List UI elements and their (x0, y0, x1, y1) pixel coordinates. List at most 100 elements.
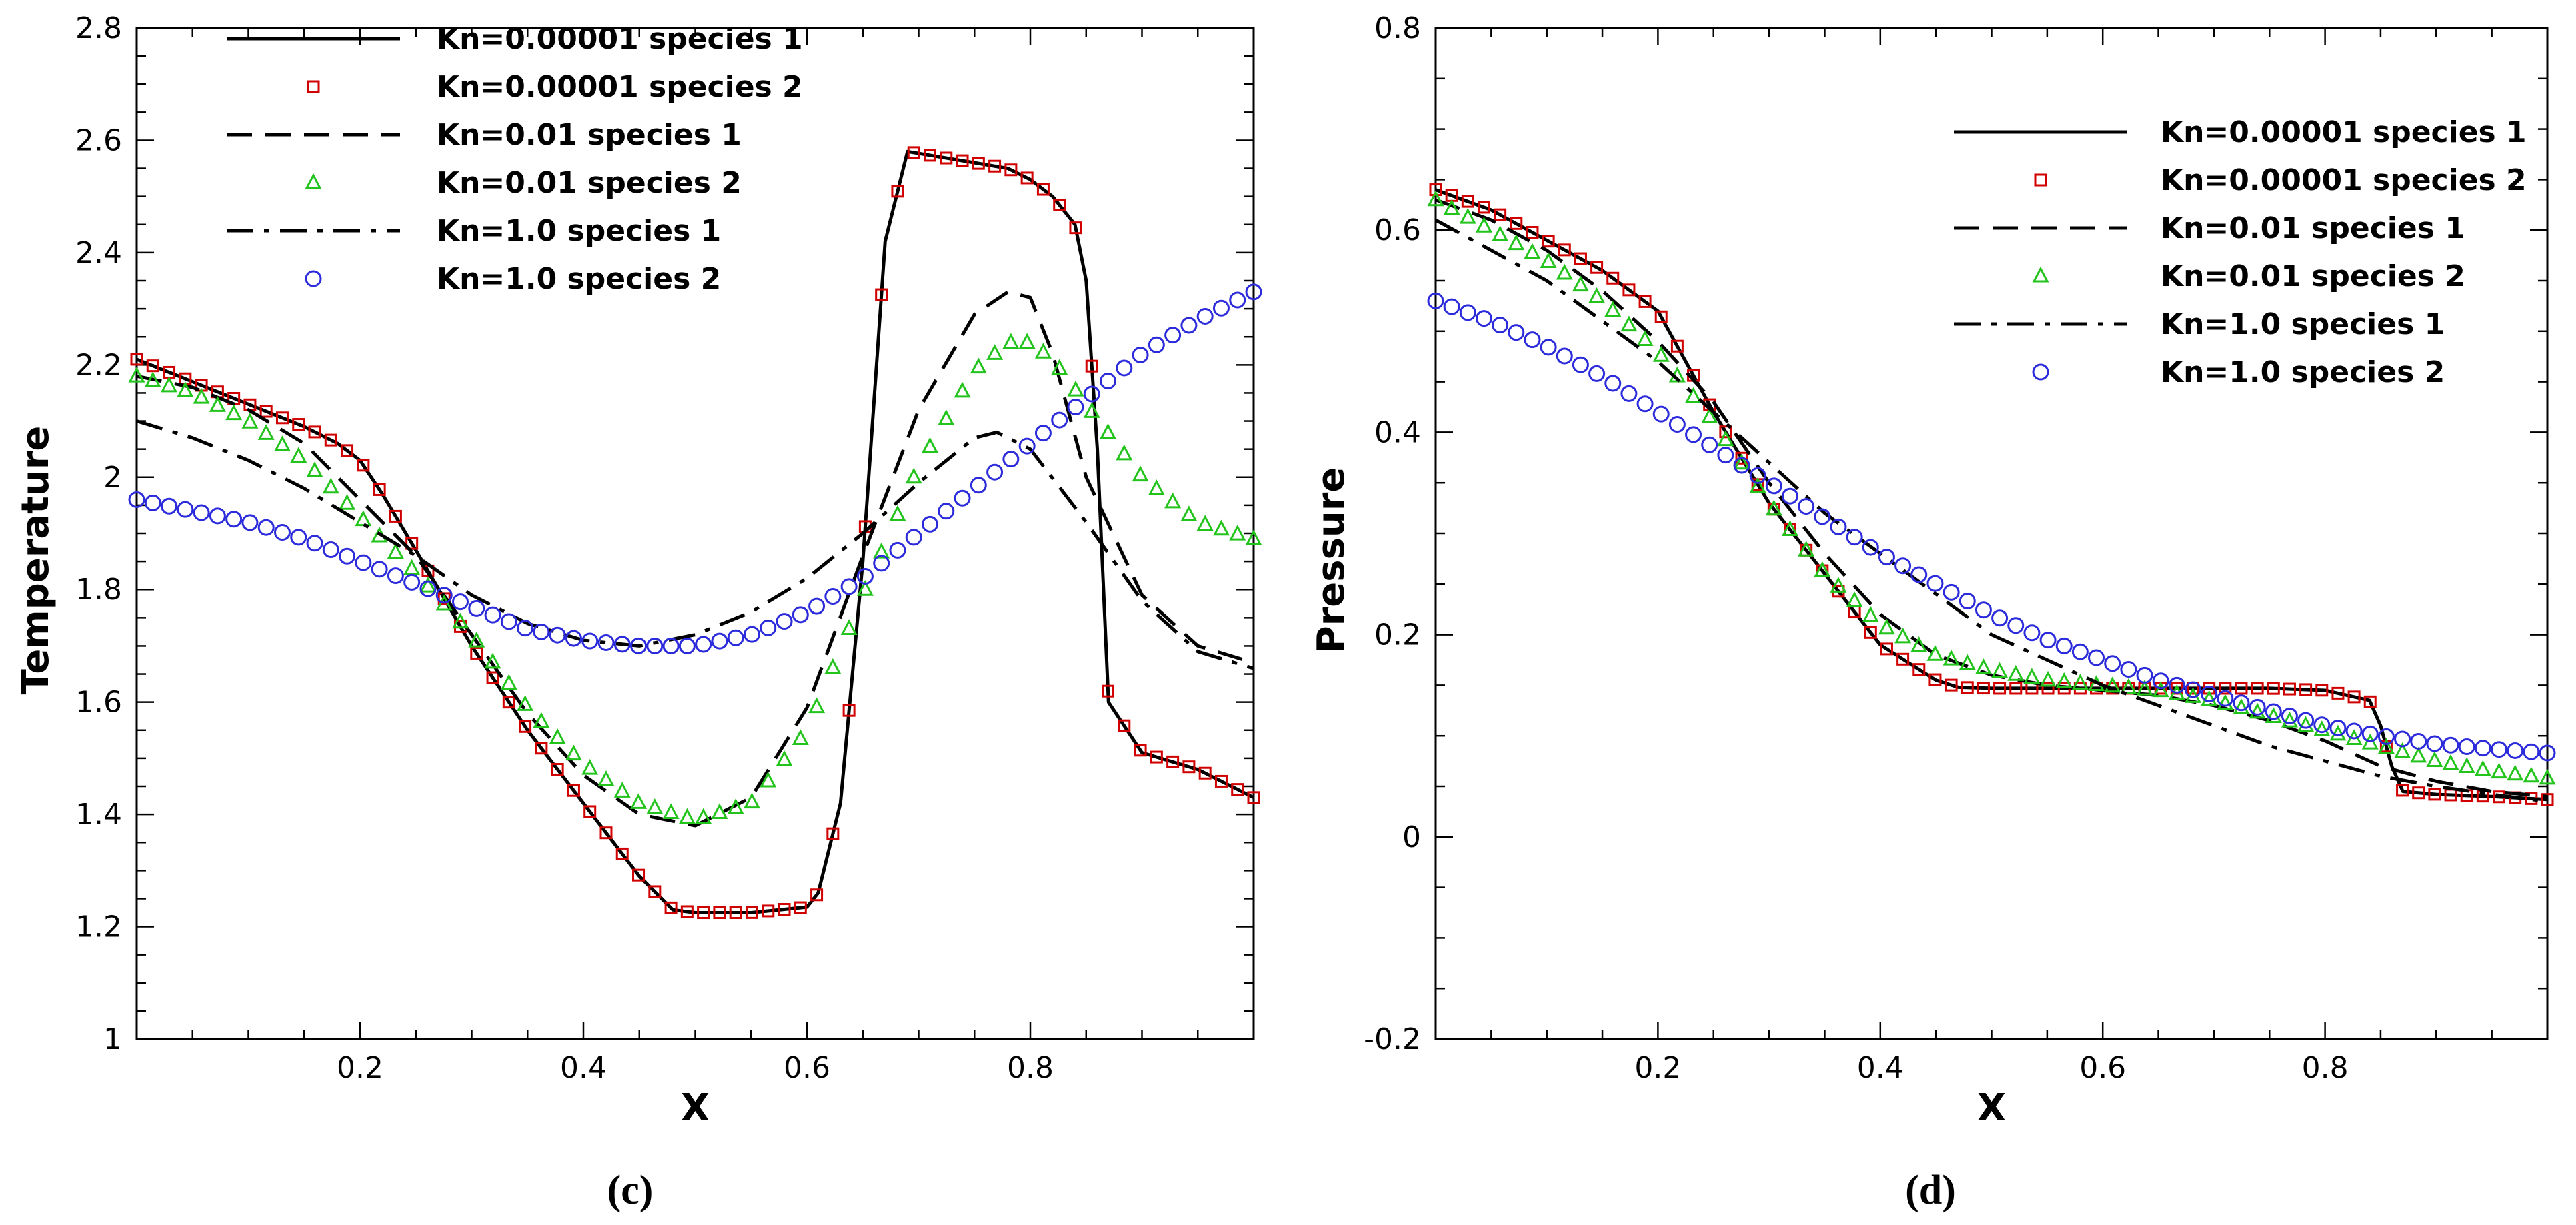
data-point (1862, 539, 1879, 556)
data-point (387, 567, 404, 585)
data-point (2412, 786, 2425, 800)
data-point (225, 511, 243, 528)
data-point (2539, 744, 2556, 762)
data-point (581, 632, 599, 650)
data-point (1814, 508, 1831, 525)
data-point (1765, 499, 1782, 516)
data-point (306, 461, 323, 477)
data-point (1180, 505, 1198, 521)
data-point (678, 808, 696, 824)
y-tick-label: 1.4 (75, 798, 122, 832)
data-point (1100, 423, 1117, 439)
data-point (745, 906, 758, 919)
data-point (1459, 304, 1476, 321)
data-point (1749, 467, 1766, 484)
data-point (938, 409, 955, 425)
data-point (1018, 437, 1036, 455)
data-point (1864, 626, 1877, 639)
panel-label-c: (c) (607, 1168, 654, 1213)
data-point (613, 782, 631, 798)
data-point (2283, 682, 2296, 696)
legend: Kn=0.00001 species 1 Kn=0.00001 species 2… (227, 22, 803, 296)
data-point (130, 353, 143, 366)
data-point (2104, 655, 2121, 672)
data-point (875, 288, 888, 301)
data-point (2217, 694, 2234, 710)
data-point (1494, 208, 1507, 221)
series-line (1435, 188, 2548, 802)
legend-marker (305, 270, 322, 287)
data-point (792, 606, 809, 624)
data-point (1477, 201, 1490, 214)
data-point (630, 793, 648, 809)
data-point (1878, 618, 1895, 635)
data-point (2394, 730, 2411, 748)
data-point (2426, 735, 2443, 752)
legend-entry: Kn=0.00001 species 2 (2034, 163, 2527, 197)
data-point (1034, 343, 1052, 359)
data-point (1926, 575, 1944, 592)
data-point (1459, 207, 1476, 224)
data-point (2265, 707, 2282, 724)
y-axis-label: Temperature (14, 426, 57, 695)
data-point (468, 599, 485, 617)
data-point (743, 626, 760, 643)
data-point (1622, 283, 1636, 297)
data-point (2168, 676, 2185, 694)
legend-label: Kn=1.0 species 1 (437, 214, 721, 248)
data-point (1118, 719, 1131, 732)
data-point (583, 805, 597, 818)
data-point (1991, 662, 2009, 678)
data-point (1620, 385, 1638, 402)
data-point (808, 697, 826, 714)
data-point (2315, 684, 2329, 697)
data-point (2377, 728, 2395, 745)
data-point (292, 418, 305, 431)
data-point (632, 868, 646, 882)
data-point (1798, 541, 1815, 557)
data-point (1100, 373, 1117, 390)
data-point (713, 906, 726, 919)
data-point (1443, 298, 1460, 315)
data-point (1231, 783, 1244, 796)
data-point (484, 606, 501, 624)
data-point (1572, 275, 1589, 292)
data-point (2023, 624, 2041, 642)
data-point (956, 154, 969, 167)
data-point (2313, 716, 2331, 734)
data-point (776, 750, 793, 766)
data-point (2104, 676, 2121, 693)
series-line (136, 290, 1254, 828)
data-point (324, 433, 337, 447)
data-point (938, 503, 955, 520)
data-point (2041, 682, 2055, 695)
x-tick-label: 0.2 (337, 1051, 383, 1085)
data-point (339, 547, 356, 565)
data-point (371, 561, 388, 578)
data-point (2347, 690, 2361, 704)
data-point (306, 535, 323, 552)
data-point (2491, 762, 2508, 779)
data-point (1198, 766, 1212, 780)
data-point (2541, 793, 2554, 806)
data-point (792, 729, 809, 745)
data-point (729, 906, 742, 919)
data-point (2039, 670, 2057, 687)
data-point (630, 637, 648, 654)
data-point (889, 505, 906, 521)
x-tick-label: 0.2 (1634, 1051, 1681, 1085)
data-point (435, 587, 453, 604)
data-point (308, 425, 321, 439)
data-point (2071, 674, 2089, 690)
data-point (2235, 682, 2248, 695)
legend-marker (2032, 363, 2049, 381)
data-point (986, 344, 1004, 360)
data-point (1526, 225, 1539, 239)
legend-label: Kn=0.01 species 1 (2161, 211, 2465, 245)
data-point (954, 489, 971, 507)
series-kn-0-00001-species-1 (1435, 188, 2548, 802)
y-tick-label: 2.4 (75, 236, 122, 270)
data-point (502, 696, 515, 709)
y-tick-label: 2.2 (75, 348, 122, 382)
data-point (1943, 583, 1960, 601)
